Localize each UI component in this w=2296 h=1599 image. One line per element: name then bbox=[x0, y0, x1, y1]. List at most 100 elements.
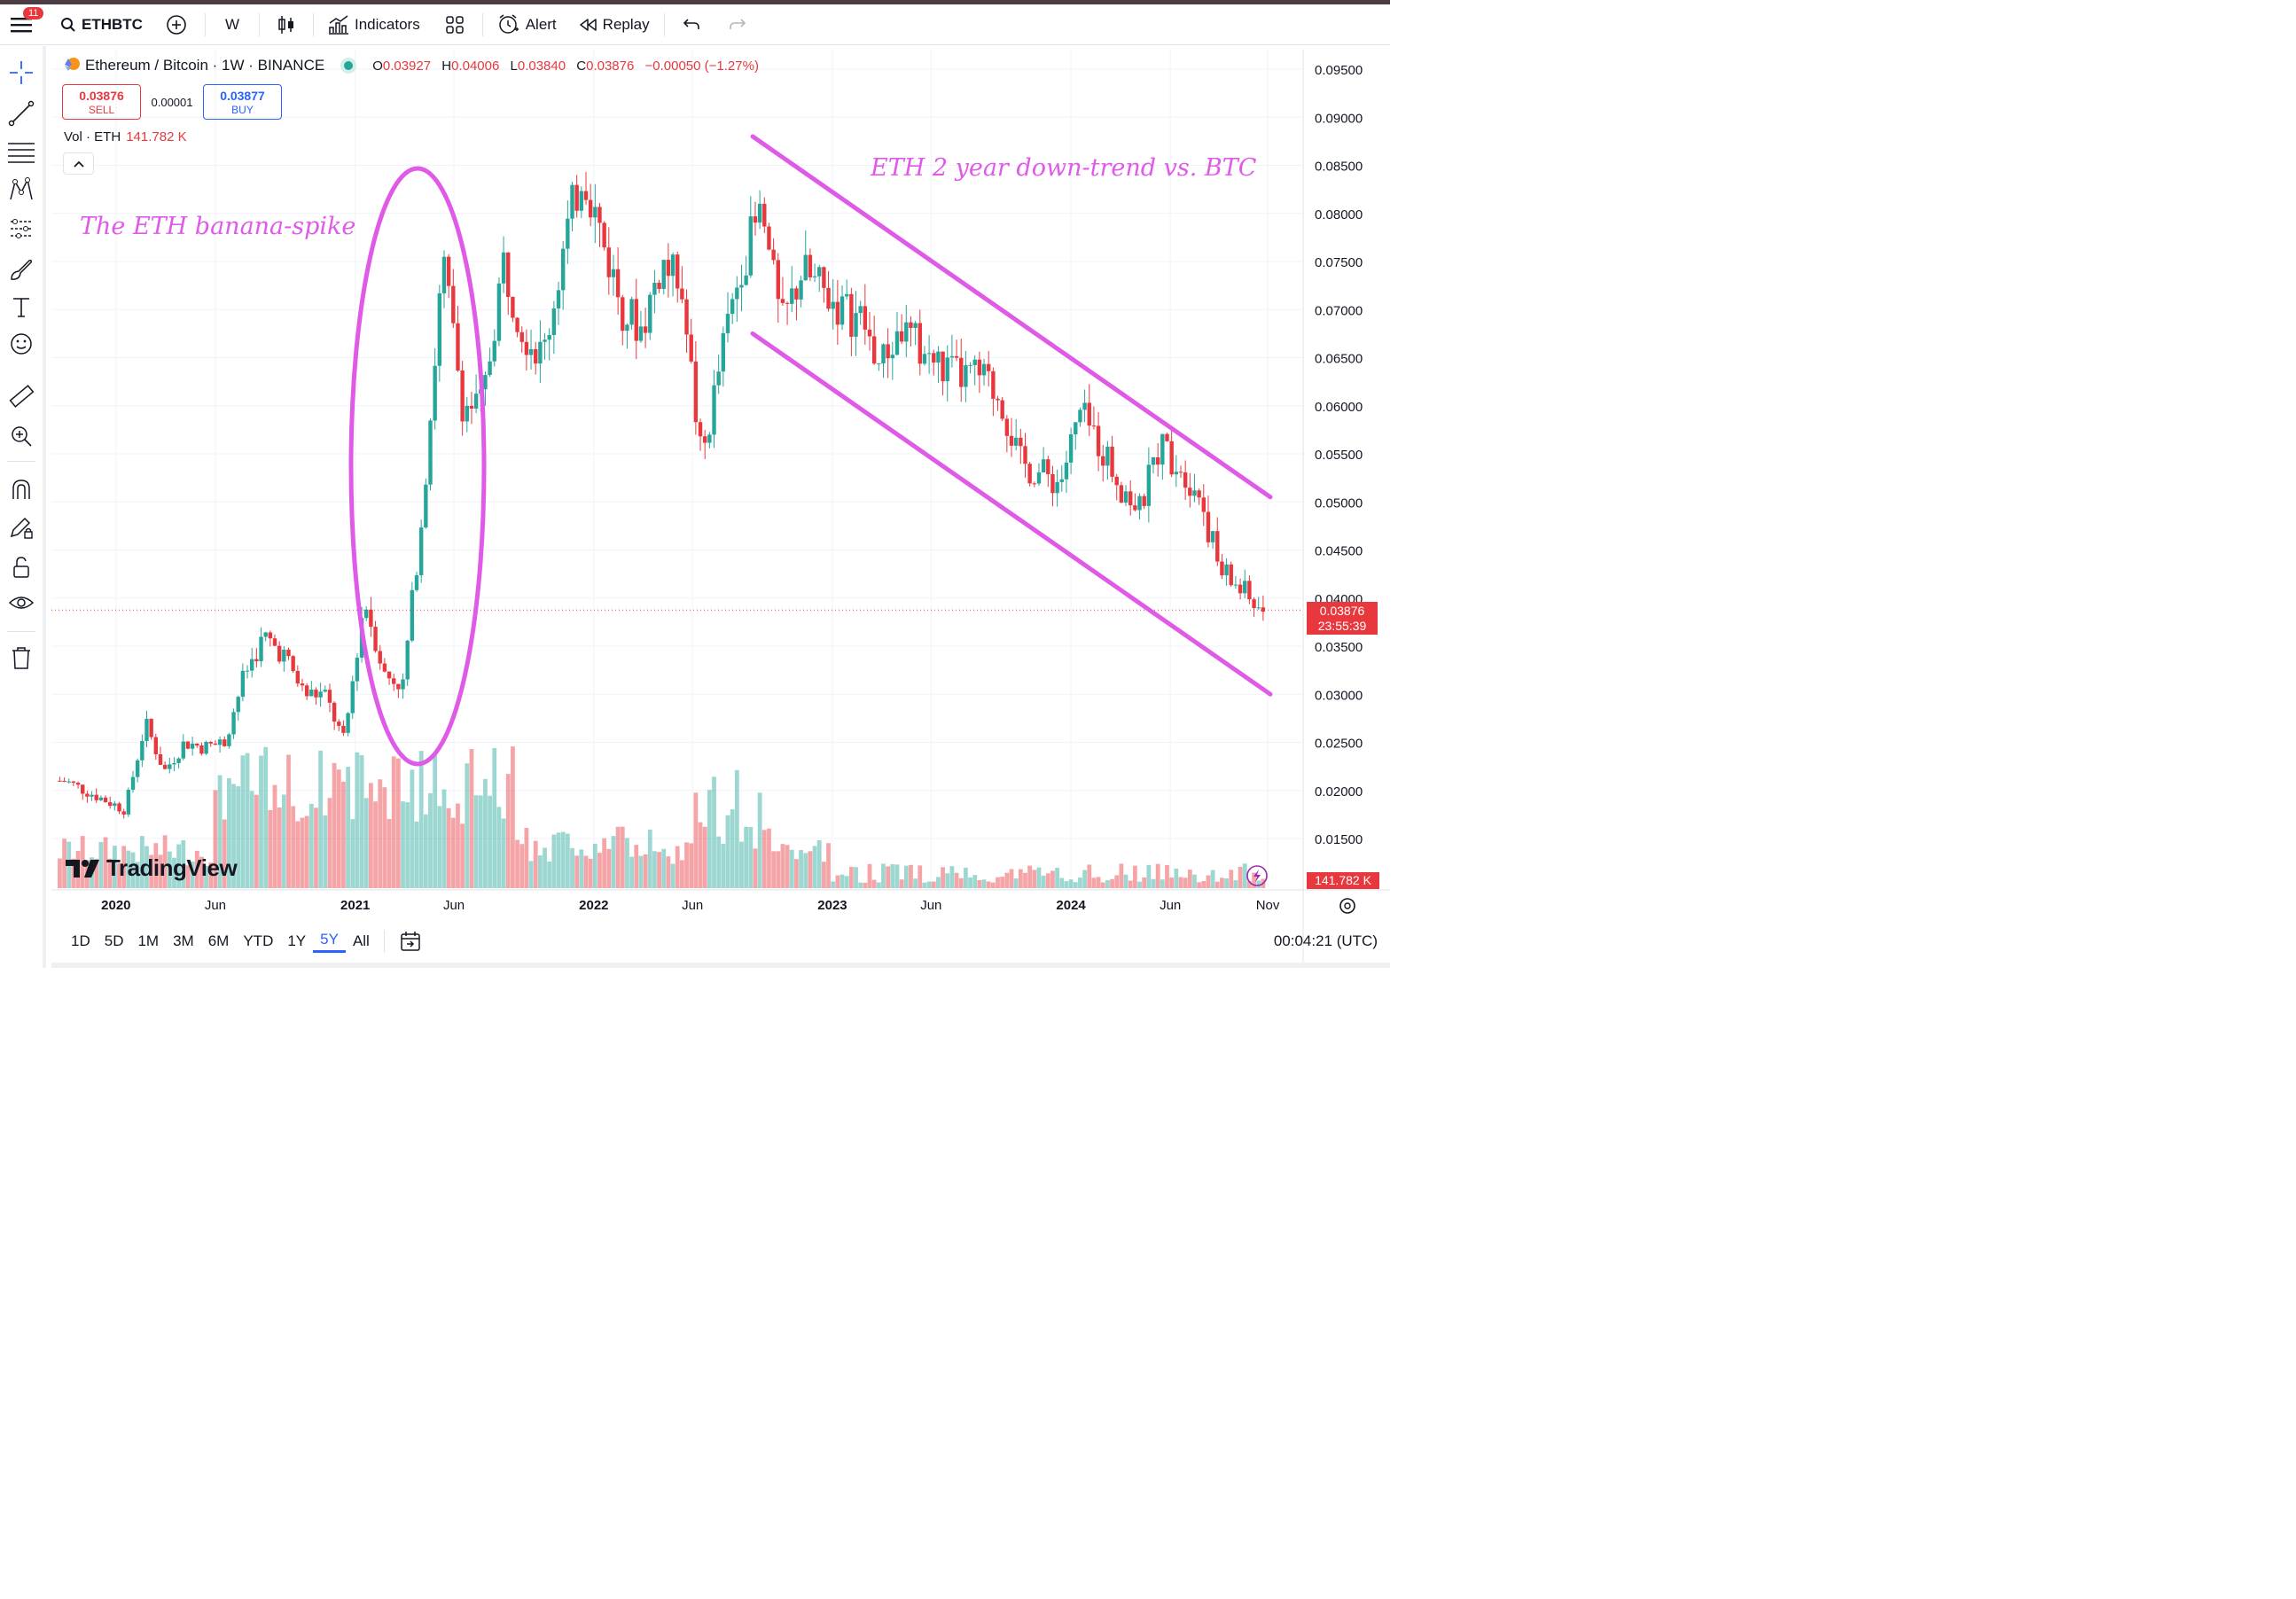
candle-body bbox=[282, 649, 286, 662]
spread-value: 0.00001 bbox=[151, 96, 193, 109]
volume-bar bbox=[199, 856, 204, 888]
range-all[interactable]: All bbox=[352, 932, 370, 949]
volume-bar bbox=[789, 849, 794, 888]
lock-all-tool[interactable] bbox=[7, 553, 35, 581]
zoom-tool[interactable] bbox=[7, 422, 35, 450]
tradingview-logo[interactable]: TradingView bbox=[66, 854, 238, 882]
candlestick-chart[interactable]: 0.09500 0.09000 0.08500 0.08000 0.07500 0.070… bbox=[51, 50, 1390, 968]
chart-type-button[interactable] bbox=[263, 4, 309, 45]
candle-body bbox=[1155, 456, 1160, 465]
volume-bar bbox=[213, 790, 218, 888]
goto-date-button[interactable] bbox=[392, 930, 429, 953]
undo-button[interactable] bbox=[668, 4, 715, 45]
candle-body bbox=[1142, 495, 1146, 506]
range-ytd[interactable]: YTD bbox=[243, 932, 274, 949]
candle-body bbox=[629, 299, 634, 325]
volume-bar bbox=[254, 794, 259, 888]
volume-bar bbox=[767, 828, 771, 888]
candle-body bbox=[414, 574, 419, 590]
range-6m[interactable]: 6M bbox=[207, 932, 230, 949]
candle-body bbox=[1151, 456, 1156, 465]
annotation-banana-spike[interactable]: The ETH banana-spike bbox=[80, 213, 356, 240]
volume-bar bbox=[1004, 872, 1010, 888]
volume-bar bbox=[652, 851, 657, 888]
symbol-description[interactable]: Ethereum / Bitcoin · 1W · BINANCE bbox=[85, 57, 325, 74]
replay-button[interactable]: Replay bbox=[567, 4, 660, 45]
candle-body bbox=[1128, 491, 1133, 506]
volume-bar bbox=[139, 836, 144, 888]
candle-body bbox=[350, 681, 355, 714]
candle-body bbox=[689, 334, 693, 362]
menu-button[interactable]: 11 bbox=[0, 4, 44, 45]
volume-bar bbox=[670, 863, 676, 888]
volume-bar bbox=[1036, 867, 1042, 888]
redo-button[interactable] bbox=[715, 4, 761, 45]
range-1d[interactable]: 1D bbox=[71, 932, 90, 949]
interval-button[interactable]: W bbox=[209, 4, 255, 45]
time-tick-label: 2023 bbox=[817, 898, 847, 913]
volume-bar bbox=[560, 831, 566, 888]
price-tick-label: 0.03500 bbox=[1315, 640, 1363, 655]
volume-bar bbox=[816, 839, 822, 888]
volume-bar bbox=[391, 756, 396, 888]
crosshair-tool[interactable] bbox=[7, 58, 35, 87]
range-5y[interactable]: 5Y bbox=[313, 931, 346, 953]
volume-bar bbox=[744, 826, 749, 888]
candle-body bbox=[918, 323, 922, 364]
price-tick-label: 0.05500 bbox=[1315, 448, 1363, 463]
brush-tool[interactable] bbox=[7, 255, 35, 284]
chart-area[interactable]: 0.09500 0.09000 0.08500 0.08000 0.07500 0.070… bbox=[51, 50, 1390, 968]
candle-body bbox=[501, 252, 506, 284]
candle-body bbox=[126, 789, 131, 815]
utc-clock[interactable]: 00:04:21 (UTC) bbox=[1273, 932, 1378, 949]
templates-button[interactable] bbox=[431, 4, 479, 45]
volume-bar bbox=[107, 858, 113, 888]
volume-bar bbox=[158, 854, 163, 888]
hide-drawings-tool[interactable] bbox=[7, 589, 35, 617]
compare-symbol-button[interactable] bbox=[152, 4, 201, 45]
chart-grid bbox=[51, 50, 1303, 888]
candle-body bbox=[153, 737, 159, 754]
range-5d[interactable]: 5D bbox=[104, 932, 124, 949]
range-1m[interactable]: 1M bbox=[137, 932, 160, 949]
remove-drawings-tool[interactable] bbox=[7, 644, 35, 672]
candle-body bbox=[460, 370, 465, 422]
candle-body bbox=[1082, 402, 1087, 410]
pattern-tool[interactable] bbox=[7, 176, 35, 204]
volume-bar bbox=[968, 878, 972, 888]
volume-bar bbox=[602, 838, 607, 888]
volume-bar bbox=[990, 882, 996, 888]
magnet-tool[interactable] bbox=[7, 475, 35, 503]
trend-line-tool[interactable] bbox=[7, 99, 35, 128]
annotation-downtrend[interactable]: ETH 2 year down-trend vs. BTC bbox=[871, 154, 1257, 182]
candle-body bbox=[890, 355, 895, 359]
candle-body bbox=[822, 267, 826, 288]
indicators-button[interactable]: Indicators bbox=[317, 4, 431, 45]
range-1y[interactable]: 1Y bbox=[287, 932, 307, 949]
price-axis: 0.09500 0.09000 0.08500 0.08000 0.07500 0.070… bbox=[1302, 50, 1363, 968]
volume-bar bbox=[831, 881, 836, 888]
candle-body bbox=[272, 638, 277, 646]
volume-bar bbox=[465, 763, 470, 888]
volume-bar bbox=[1032, 870, 1037, 888]
candle-body bbox=[1256, 607, 1261, 609]
alert-button[interactable]: Alert bbox=[487, 4, 567, 45]
sell-button[interactable]: 0.03876 SELL bbox=[62, 84, 141, 120]
symbol-search-button[interactable]: ETHBTC bbox=[43, 4, 152, 45]
fib-tool[interactable] bbox=[7, 138, 35, 167]
alarm-clock-icon bbox=[498, 13, 519, 34]
forecast-tool[interactable] bbox=[7, 214, 35, 243]
volume-bar bbox=[291, 806, 296, 888]
buy-button[interactable]: 0.03877 BUY bbox=[203, 84, 282, 120]
collapse-legend-button[interactable] bbox=[63, 152, 94, 175]
text-tool[interactable] bbox=[7, 292, 35, 321]
emoji-tool[interactable] bbox=[7, 330, 35, 358]
candle-body bbox=[949, 355, 955, 358]
candle-body bbox=[231, 712, 236, 735]
lock-drawing-tool[interactable] bbox=[7, 514, 35, 542]
volume-bar bbox=[1183, 878, 1188, 888]
measure-tool[interactable] bbox=[7, 383, 35, 411]
range-3m[interactable]: 3M bbox=[173, 932, 194, 949]
volume-bar bbox=[1105, 880, 1110, 888]
volume-bar bbox=[725, 815, 730, 888]
